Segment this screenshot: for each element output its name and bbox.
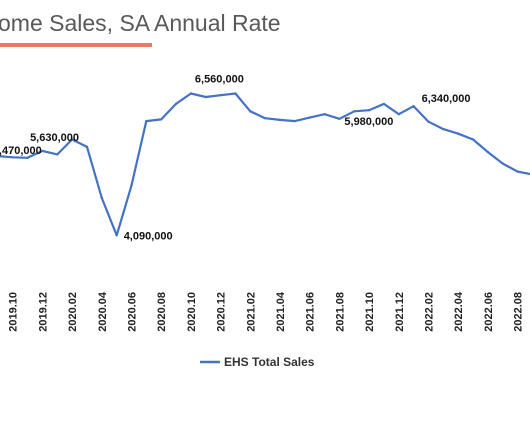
data-point [70,138,74,141]
data-label: 4,090,000 [124,230,173,242]
data-point [130,184,133,187]
data-label: 6,560,000 [195,74,244,86]
data-point [174,102,178,106]
data-point [219,94,222,97]
data-point [367,109,371,112]
data-point [234,92,237,95]
data-point [308,116,311,119]
data-point [397,113,400,116]
data-point [189,92,193,95]
data-point [412,105,415,108]
x-tick-label: 2020.02 [67,292,79,332]
data-point [442,127,445,131]
data-point [85,145,89,149]
x-tick-label: 2021.02 [245,292,257,332]
data-label: 6,340,000 [422,93,471,105]
data-point [145,119,148,123]
data-point [486,150,490,154]
data-point [100,196,104,200]
data-point [115,234,118,237]
data-point [323,113,326,116]
data-point [160,118,163,121]
data-label: 5,980,000 [344,116,393,128]
x-tick-label: 2020.06 [127,292,139,332]
data-label: 5,470,000 [0,145,42,157]
data-point [26,156,29,159]
legend-label: EHS Total Sales [224,355,315,369]
data-label: 5,630,000 [30,132,79,144]
data-point [249,110,252,113]
x-tick-label: 2022.04 [453,291,465,332]
data-point [41,149,44,153]
x-tick-label: 2020.08 [156,292,168,332]
data-point [516,170,519,173]
data-point [204,95,207,99]
data-point [353,110,356,113]
plot-area [0,92,530,237]
x-tick-label: 2022.02 [424,292,436,332]
x-tick-label: 2021.08 [334,292,346,332]
x-tick-label: 2019.10 [8,292,20,332]
data-point [471,138,475,141]
x-tick-label: 2021.12 [394,292,406,332]
series-line-0 [0,92,530,237]
x-tick-label: 2020.10 [186,292,198,332]
data-point [501,162,504,165]
data-point [427,120,430,123]
data-point [11,156,14,159]
data-point [278,118,282,122]
x-tick-label: 2020.04 [97,291,109,332]
title-underline [0,43,152,47]
data-point [56,153,59,156]
data-point [457,132,460,135]
x-tick-label: 2019.12 [37,292,49,332]
legend: EHS Total Sales [200,355,315,369]
chart-title: ome Sales, SA Annual Rate [0,10,281,36]
data-point [382,102,386,106]
data-point [263,117,267,120]
data-point [293,119,296,123]
x-tick-label: 2021.06 [305,292,317,332]
x-tick-label: 2021.10 [364,292,376,332]
x-tick-label: 2021.04 [275,291,287,332]
x-tick-label: 2022.08 [513,292,525,332]
x-tick-label: 2022.06 [483,292,495,332]
x-tick-label: 2020.12 [216,292,228,332]
x-axis-ticks: 2019.10 2019.12 2020.02 2020.04 2020.06 2020.… [8,291,525,332]
data-point [338,117,341,121]
